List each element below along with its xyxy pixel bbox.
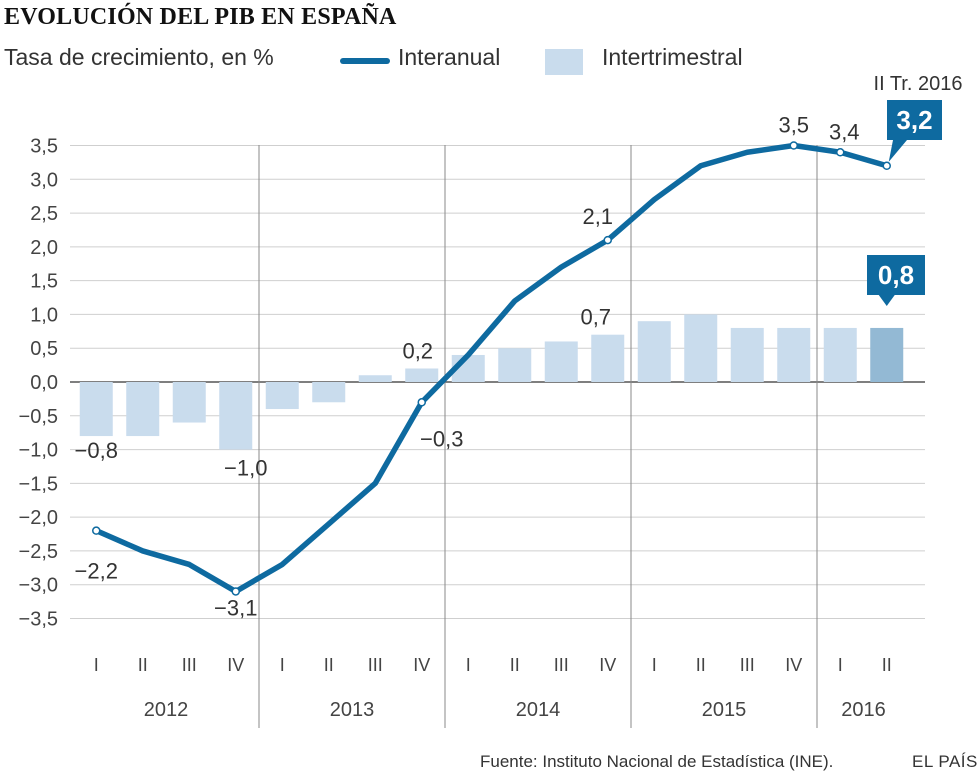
line-point-marker [789,141,798,150]
callout-line-pointer [888,140,907,162]
x-tick-label: II [138,655,148,675]
callout-line-box [887,100,942,140]
bar [870,327,904,382]
line-data-label: −2,2 [75,559,118,584]
bar-data-label: −0,8 [75,438,118,463]
x-year-label: 2015 [702,699,747,721]
x-tick-label: I [94,655,99,675]
bar [591,334,625,382]
bar [79,382,113,437]
y-tick-label: 2,5 [30,203,58,225]
y-tick-label: 3,0 [30,169,58,191]
callout-bar-value: 0,8 [878,260,914,290]
line-data-label: 3,4 [829,119,860,144]
interanual-line [93,142,890,595]
bar [823,327,857,382]
bar [405,368,439,382]
x-year-label: 2013 [330,699,375,721]
bar [312,382,346,403]
x-tick-label: III [554,655,569,675]
x-tick-label: I [466,655,471,675]
bar [777,327,811,382]
line-data-label: −3,1 [214,595,257,620]
y-tick-label: 1,5 [30,271,58,293]
y-tick-label: −3,5 [19,609,58,631]
line-point-marker [836,148,845,157]
bar [126,382,160,437]
legend-line-swatch [340,58,390,64]
source-note: Fuente: Instituto Nacional de Estadístic… [480,752,834,771]
y-tick-label: −2,5 [19,541,58,563]
callout-bar-pointer [878,295,895,306]
x-year-label: 2014 [516,699,561,721]
bar [637,321,671,382]
x-tick-label: I [280,655,285,675]
x-tick-label: IV [413,655,430,675]
legend-bar-swatch [545,49,583,75]
callout-period-label: II Tr. 2016 [874,73,963,95]
bar-data-label: 0,2 [402,338,433,363]
x-year-label: 2012 [144,699,189,721]
y-tick-label: 0,0 [30,372,58,394]
x-tick-label: III [182,655,197,675]
publisher-brand: EL PAÍS [912,752,978,771]
x-tick-label: II [882,655,892,675]
chart-title: EVOLUCIÓN DEL PIB EN ESPAÑA [4,4,397,30]
x-tick-label: IV [599,655,616,675]
x-tick-label: II [510,655,520,675]
y-tick-label: 1,0 [30,304,58,326]
y-tick-label: 3,5 [30,136,58,158]
y-tick-label: −3,0 [19,575,58,597]
bar [684,314,718,382]
x-year-label: 2016 [841,699,886,721]
line-point-marker [417,398,426,407]
line-data-label: 2,1 [582,204,613,229]
callout-bar-box [867,255,925,295]
bar-data-label: 0,7 [580,305,611,330]
callout-line-value: 3,2 [896,105,932,135]
bar [498,348,532,382]
bar [544,341,578,382]
x-tick-label: IV [785,655,802,675]
bar [219,382,253,450]
x-tick-label: I [838,655,843,675]
line-point-marker [92,526,101,535]
x-tick-label: III [740,655,755,675]
y-tick-label: −2,0 [19,507,58,529]
x-tick-label: I [652,655,657,675]
y-tick-label: −1,5 [19,473,58,495]
line-data-label: −0,3 [420,426,463,451]
x-tick-label: II [324,655,334,675]
line-point-marker [882,161,891,171]
bar [265,382,299,410]
legend-line-label: Interanual [398,44,501,70]
legend-bar-label: Intertrimestral [602,44,743,70]
chart-subtitle: Tasa de crecimiento, en % [4,44,274,70]
x-tick-label: II [696,655,706,675]
bar [730,327,764,382]
line-data-label: 3,5 [778,113,809,138]
x-tick-label: III [368,655,383,675]
line-point-marker [231,587,240,596]
bar [172,382,206,423]
y-tick-label: 0,5 [30,338,58,360]
bar-data-label: −1,0 [224,456,267,481]
y-tick-label: −0,5 [19,406,58,428]
line-point-marker [603,235,612,245]
y-tick-label: 2,0 [30,237,58,259]
x-tick-label: IV [227,655,244,675]
y-tick-label: −1,0 [19,440,58,462]
bar [358,375,392,382]
